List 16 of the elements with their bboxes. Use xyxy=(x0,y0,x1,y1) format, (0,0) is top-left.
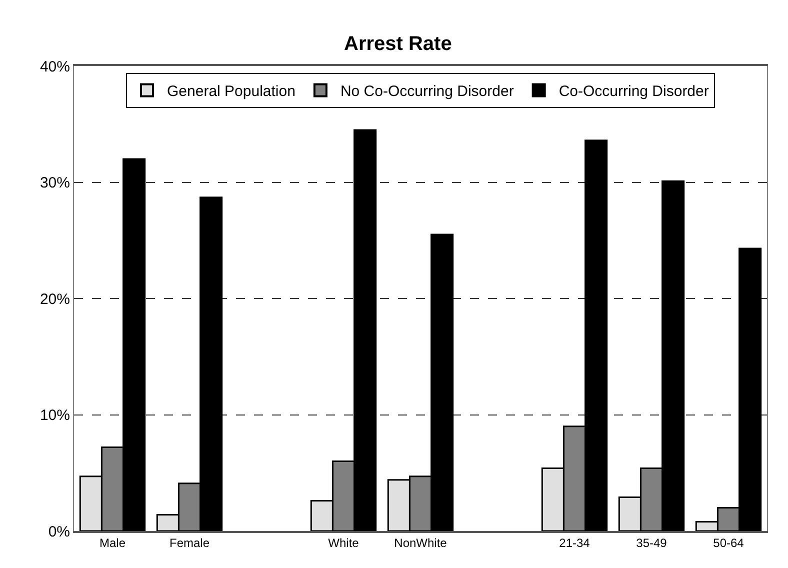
legend-label: No Co-Occurring Disorder xyxy=(340,83,514,100)
legend-label: Co-Occurring Disorder xyxy=(558,83,709,100)
y-tick-label: 10% xyxy=(40,407,70,424)
x-tick-label: Male xyxy=(99,536,126,550)
y-tick-label: 0% xyxy=(48,523,70,540)
x-tick-label: Female xyxy=(169,536,210,550)
y-tick-label: 30% xyxy=(40,174,70,192)
x-tick-label: White xyxy=(328,536,360,550)
x-tick-label: 50-64 xyxy=(713,536,744,550)
y-tick-label: 20% xyxy=(40,290,70,308)
x-tick-label: NonWhite xyxy=(394,536,448,550)
legend-label: General Population xyxy=(167,83,296,100)
chart-title: Arrest Rate xyxy=(344,33,452,55)
x-tick-label: 21-34 xyxy=(559,536,590,550)
x-tick-label: 35-49 xyxy=(636,536,668,550)
y-tick-label: 40% xyxy=(40,58,70,76)
